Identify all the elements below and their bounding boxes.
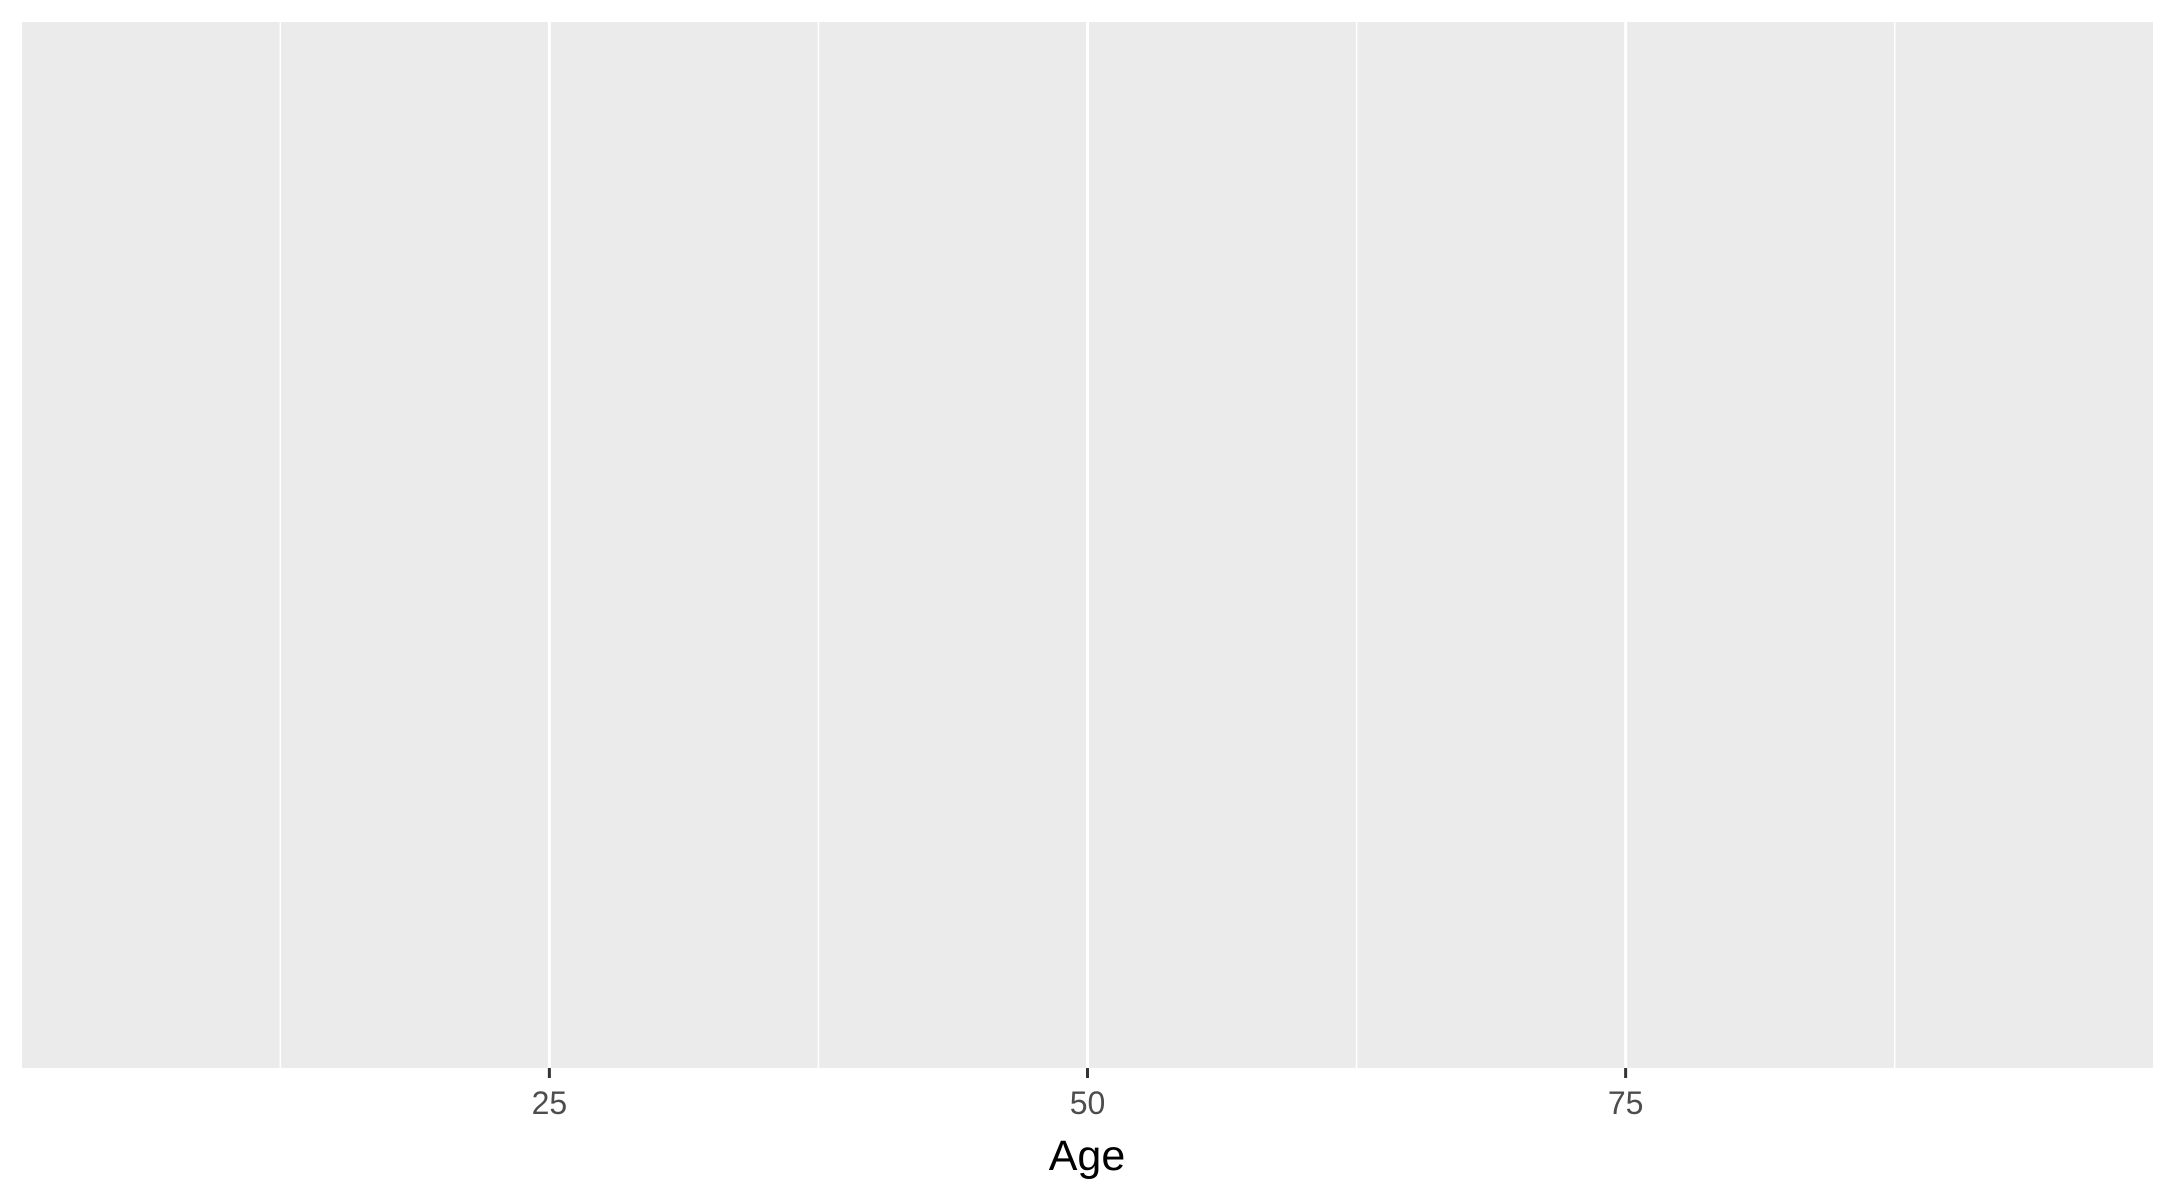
major-gridlines (547, 22, 1628, 1068)
x-tick-label: 25 (532, 1085, 568, 1121)
minor-gridlines (279, 22, 1896, 1068)
x-tick-label: 50 (1070, 1085, 1106, 1121)
x-tick-label: 75 (1608, 1085, 1644, 1121)
x-axis-tick-labels: 25 50 75 (532, 1085, 1644, 1121)
x-axis-ticks (547, 1068, 1628, 1078)
x-axis-title: Age (1049, 1132, 1126, 1180)
